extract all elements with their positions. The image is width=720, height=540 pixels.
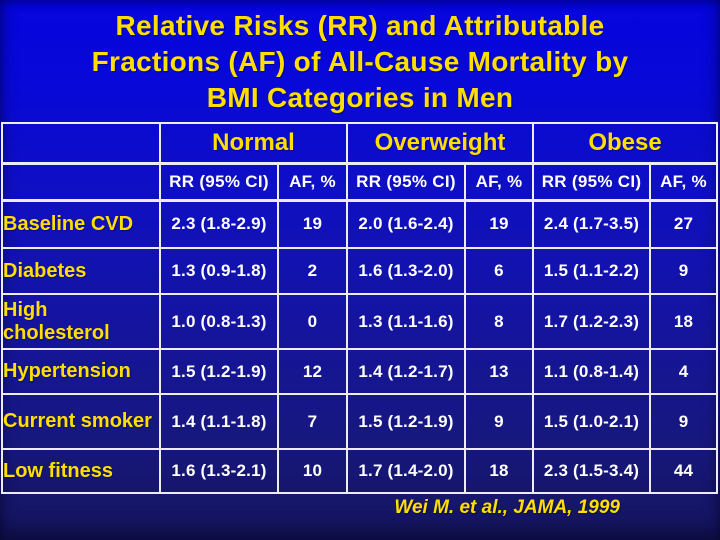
data-cell: 2 [277,247,348,295]
data-cell: 6 [463,247,535,295]
data-cell: 8 [463,293,535,350]
data-cell: 7 [277,393,348,450]
data-cell: 9 [463,393,535,450]
data-cell: 4 [649,348,719,395]
data-cell: 1.0 (0.8-1.3) [159,293,279,350]
data-cell: 1.5 (1.1-2.2) [532,247,652,295]
mortality-risk-table: Normal Overweight Obese RR (95% CI) AF, … [1,122,719,494]
row-label: Current smoker [1,393,161,450]
data-cell: 2.3 (1.8-2.9) [159,199,279,249]
title-line-3: BMI Categories in Men [206,82,514,113]
data-cell: 1.5 (1.2-1.9) [346,393,466,450]
data-cell: 1.3 (0.9-1.8) [159,247,279,295]
data-cell: 1.7 (1.4-2.0) [346,448,466,494]
table-row: High cholesterol 1.0 (0.8-1.3) 0 1.3 (1.… [1,293,719,350]
data-cell: 1.1 (0.8-1.4) [532,348,652,395]
data-cell: 1.3 (1.1-1.6) [346,293,466,350]
title-line-2: Fractions (AF) of All-Cause Mortality by [91,46,629,77]
citation: Wei M. et al., JAMA, 1999 [394,497,620,518]
row-label: Baseline CVD [1,199,161,249]
data-cell: 27 [649,199,719,249]
data-cell: 1.4 (1.2-1.7) [346,348,466,395]
data-cell: 1.4 (1.1-1.8) [159,393,279,450]
data-cell: 1.6 (1.3-2.1) [159,448,279,494]
data-cell: 2.4 (1.7-3.5) [532,199,652,249]
subheader-af-overweight: AF, % [463,162,535,202]
data-cell: 13 [463,348,535,395]
table-row: Low fitness 1.6 (1.3-2.1) 10 1.7 (1.4-2.… [1,448,719,494]
data-cell: 19 [463,199,535,249]
data-cell: 2.3 (1.5-3.4) [532,448,652,494]
column-group-obese: Obese [532,122,719,165]
table-row: Current smoker 1.4 (1.1-1.8) 7 1.5 (1.2-… [1,393,719,450]
data-cell: 1.7 (1.2-2.3) [532,293,652,350]
data-cell: 9 [649,393,719,450]
row-label: Low fitness [1,448,161,494]
table-row: Hypertension 1.5 (1.2-1.9) 12 1.4 (1.2-1… [1,348,719,395]
data-cell: 2.0 (1.6-2.4) [346,199,466,249]
data-cell: 18 [463,448,535,494]
data-cell: 10 [277,448,348,494]
data-cell: 9 [649,247,719,295]
row-label: Hypertension [1,348,161,395]
data-cell: 12 [277,348,348,395]
subheader-af-obese: AF, % [649,162,719,202]
column-group-normal: Normal [159,122,348,165]
subheader-rr-overweight: RR (95% CI) [346,162,466,202]
row-label: High cholesterol [1,293,161,350]
subheader-af-normal: AF, % [277,162,348,202]
slide-title: Relative Risks (RR) and Attributable Fra… [0,8,720,116]
data-cell: 19 [277,199,348,249]
data-cell: 44 [649,448,719,494]
row-label: Diabetes [1,247,161,295]
data-cell: 1.5 (1.0-2.1) [532,393,652,450]
table-row: Baseline CVD 2.3 (1.8-2.9) 19 2.0 (1.6-2… [1,199,719,249]
data-cell: 0 [277,293,348,350]
data-cell: 1.5 (1.2-1.9) [159,348,279,395]
table-row: Diabetes 1.3 (0.9-1.8) 2 1.6 (1.3-2.0) 6… [1,247,719,295]
title-line-1: Relative Risks (RR) and Attributable [115,10,605,41]
column-group-overweight: Overweight [345,122,535,165]
table-corner-cell [1,162,161,202]
subheader-rr-obese: RR (95% CI) [532,162,652,202]
data-cell: 18 [649,293,719,350]
data-cell: 1.6 (1.3-2.0) [346,247,466,295]
table-corner-cell [1,122,161,165]
subheader-rr-normal: RR (95% CI) [159,162,279,202]
